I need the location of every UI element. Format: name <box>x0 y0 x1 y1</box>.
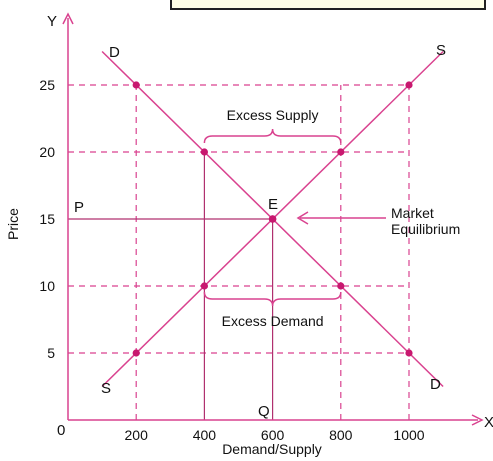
x-axis-letter: X <box>484 414 493 431</box>
x-tick-400: 400 <box>193 427 217 443</box>
supply-label-start: S <box>101 380 111 397</box>
equilibrium-label: E <box>268 196 278 213</box>
x-tick-800: 800 <box>329 427 353 443</box>
y-tick-25: 25 <box>39 77 55 93</box>
supply-point-1000 <box>405 81 413 89</box>
y-axis-label: Price <box>5 208 21 240</box>
equilibrium-point <box>268 215 277 223</box>
supply-point-200 <box>132 349 140 357</box>
curves: D D S S <box>101 42 446 397</box>
demand-point-200 <box>132 81 140 89</box>
y-tick-20: 20 <box>39 144 55 160</box>
x-axis-arrow <box>471 414 484 426</box>
y-axis-letter: Y <box>47 13 57 30</box>
equilibrium-arrow-head <box>296 211 309 225</box>
excess-demand-label: Excess Demand <box>222 313 324 329</box>
market-label-line2: Equilibrium <box>391 221 460 237</box>
x-tick-600: 600 <box>261 427 285 443</box>
origin-label: 0 <box>57 422 65 439</box>
market-label-line1: Market <box>391 205 434 221</box>
demand-point-800 <box>337 282 345 290</box>
quantity-line-label: Q <box>258 403 270 420</box>
excess-supply-brace <box>203 128 342 144</box>
price-line-label: P <box>74 199 84 216</box>
y-tick-15: 15 <box>39 211 55 227</box>
excess-demand-brace <box>203 291 342 307</box>
y-tick-5: 5 <box>47 345 55 361</box>
y-tick-10: 10 <box>39 278 55 294</box>
annotations: Excess Supply Excess Demand Market Equil… <box>74 107 460 420</box>
axes: Y X 0 Demand/Supply Price <box>5 12 493 457</box>
supply-label-end: S <box>436 42 446 59</box>
excess-supply-label: Excess Supply <box>227 107 319 123</box>
supply-point-400 <box>200 282 208 290</box>
header-box <box>170 0 486 10</box>
demand-label-start: D <box>109 44 120 61</box>
x-tick-200: 200 <box>125 427 149 443</box>
demand-label-end: D <box>430 376 441 393</box>
y-axis-arrow <box>62 12 74 25</box>
x-axis-label: Demand/Supply <box>222 441 322 457</box>
demand-point-400 <box>200 148 208 156</box>
demand-point-1000 <box>405 349 413 357</box>
tick-labels: 200 400 600 800 1000 5 10 15 20 25 <box>39 77 424 443</box>
x-tick-1000: 1000 <box>393 427 424 443</box>
supply-point-800 <box>337 148 345 156</box>
